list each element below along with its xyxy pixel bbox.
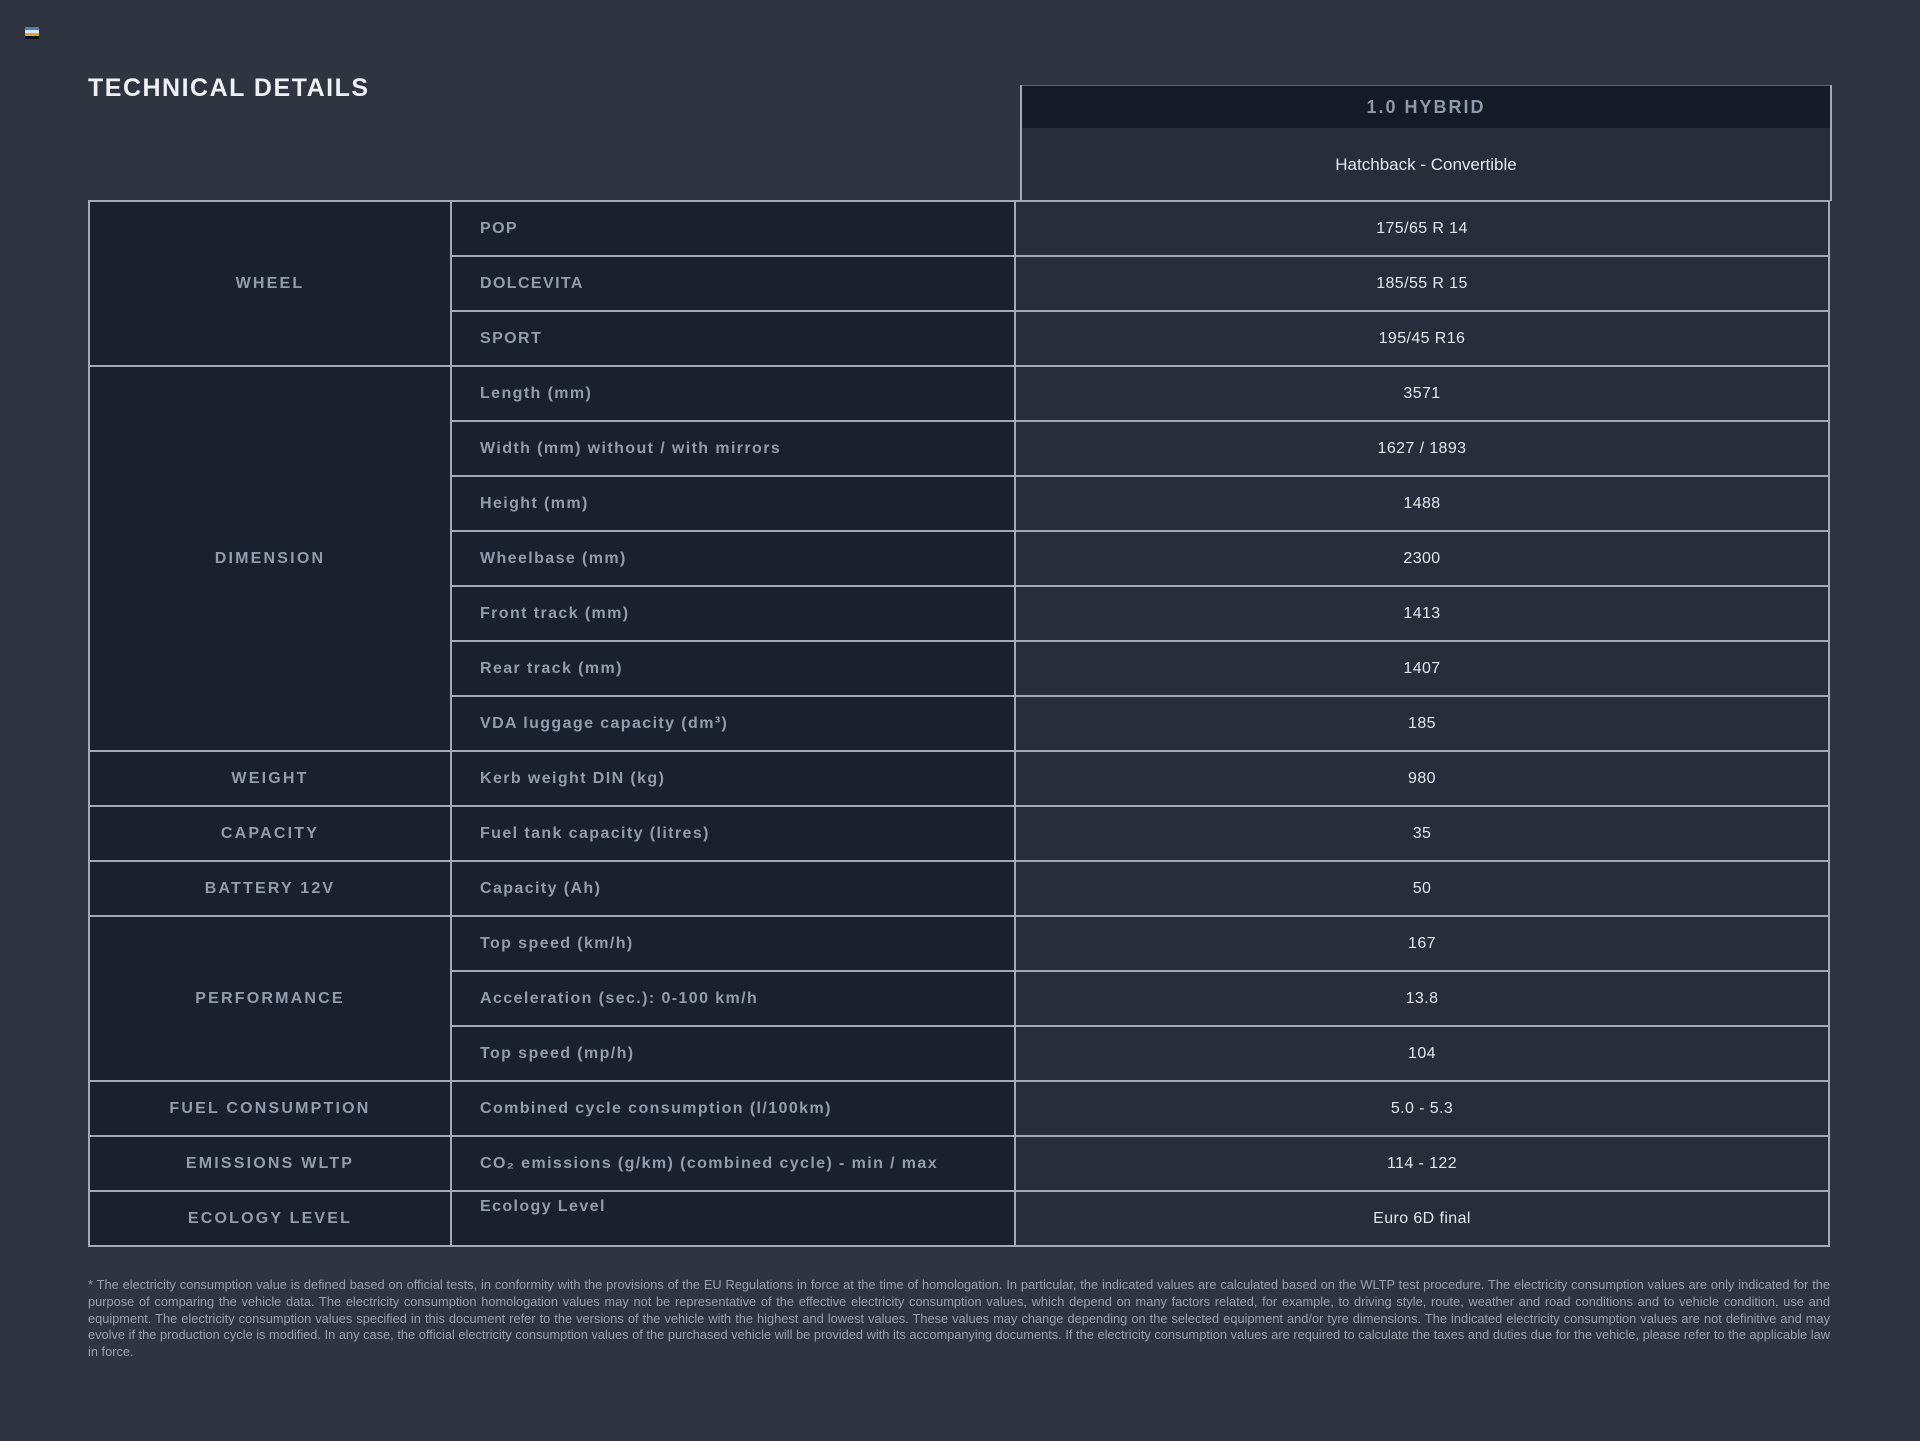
table-row: Rear track (mm) 1407 (452, 640, 1828, 695)
spec-label-cell: Capacity (Ah) (452, 862, 1016, 915)
spec-group: WHEEL POP 175/65 R 14 DOLCEVITA 185/55 R 15 S… (90, 202, 1828, 365)
flag-icon (25, 27, 39, 39)
spec-value-cell: 167 (1016, 917, 1828, 970)
table-row: Combined cycle consumption (l/100km) 5.0 … (452, 1082, 1828, 1135)
category-cell: WEIGHT (90, 752, 452, 805)
spec-value-cell: 5.0 - 5.3 (1016, 1082, 1828, 1135)
spec-table: WHEEL POP 175/65 R 14 DOLCEVITA 185/55 R 15 S… (88, 200, 1830, 1247)
spec-label-cell: Combined cycle consumption (l/100km) (452, 1082, 1016, 1135)
spec-group: DIMENSION Length (mm) 3571 Width (mm) witho… (90, 365, 1828, 750)
table-row: VDA luggage capacity (dm³) 185 (452, 695, 1828, 750)
table-row: Length (mm) 3571 (452, 367, 1828, 420)
table-row: Capacity (Ah) 50 (452, 862, 1828, 915)
flag-stripe (25, 33, 39, 36)
spec-label-cell: Length (mm) (452, 367, 1016, 420)
spec-value-cell: Euro 6D final (1016, 1192, 1828, 1245)
spec-value-cell: 13.8 (1016, 972, 1828, 1025)
spec-label-cell: Rear track (mm) (452, 642, 1016, 695)
spec-label-cell: CO₂ emissions (g/km) (combined cycle) - … (452, 1137, 1016, 1190)
spec-label-cell: Width (mm) without / with mirrors (452, 422, 1016, 475)
spec-label-cell: Acceleration (sec.): 0-100 km/h (452, 972, 1016, 1025)
flag-stripe (25, 36, 39, 39)
category-cell: PERFORMANCE (90, 917, 452, 1080)
flag-stripe (25, 30, 39, 33)
spec-value-cell: 50 (1016, 862, 1828, 915)
spec-value-cell: 114 - 122 (1016, 1137, 1828, 1190)
table-row: Wheelbase (mm) 2300 (452, 530, 1828, 585)
spec-value-cell: 1413 (1016, 587, 1828, 640)
spec-group: PERFORMANCE Top speed (km/h) 167 Accelerati… (90, 915, 1828, 1080)
spec-label-cell: Ecology Level (452, 1192, 1016, 1245)
spec-group: WEIGHT Kerb weight DIN (kg) 980 (90, 750, 1828, 805)
engine-header: 1.0 HYBRID (1022, 85, 1830, 128)
category-cell: DIMENSION (90, 367, 452, 750)
spec-group: CAPACITY Fuel tank capacity (litres) 35 (90, 805, 1828, 860)
category-cell: EMISSIONS WLTP (90, 1137, 452, 1190)
spec-label-cell: Kerb weight DIN (kg) (452, 752, 1016, 805)
spec-group: EMISSIONS WLTP CO₂ emissions (g/km) (comb… (90, 1135, 1828, 1190)
spec-label-cell: Top speed (mp/h) (452, 1027, 1016, 1080)
spec-label-cell: Top speed (km/h) (452, 917, 1016, 970)
spec-value-cell: 1407 (1016, 642, 1828, 695)
table-row: Acceleration (sec.): 0-100 km/h 13.8 (452, 970, 1828, 1025)
table-row: Fuel tank capacity (litres) 35 (452, 807, 1828, 860)
spec-value-cell: 35 (1016, 807, 1828, 860)
spec-group: FUEL CONSUMPTION Combined cycle consumpti… (90, 1080, 1828, 1135)
spec-value-cell: 175/65 R 14 (1016, 202, 1828, 255)
spec-label-cell: Wheelbase (mm) (452, 532, 1016, 585)
table-row: DOLCEVITA 185/55 R 15 (452, 255, 1828, 310)
spec-label-cell: SPORT (452, 312, 1016, 365)
spec-group: ECOLOGY LEVEL Ecology Level Euro 6D final (90, 1190, 1828, 1245)
spec-value-cell: 104 (1016, 1027, 1828, 1080)
page-title: TECHNICAL DETAILS (88, 74, 370, 102)
body-style-label: Hatchback - Convertible (1022, 128, 1830, 201)
spec-value-cell: 1488 (1016, 477, 1828, 530)
table-row: SPORT 195/45 R16 (452, 310, 1828, 365)
spec-label-cell: POP (452, 202, 1016, 255)
spec-value-cell: 2300 (1016, 532, 1828, 585)
spec-label-cell: Front track (mm) (452, 587, 1016, 640)
table-row: Height (mm) 1488 (452, 475, 1828, 530)
spec-value-cell: 185/55 R 15 (1016, 257, 1828, 310)
table-row: Kerb weight DIN (kg) 980 (452, 752, 1828, 805)
spec-value-cell: 980 (1016, 752, 1828, 805)
category-cell: WHEEL (90, 202, 452, 365)
table-row: Ecology Level Euro 6D final (452, 1192, 1828, 1245)
spec-group: BATTERY 12V Capacity (Ah) 50 (90, 860, 1828, 915)
spec-value-cell: 3571 (1016, 367, 1828, 420)
spec-label-cell: DOLCEVITA (452, 257, 1016, 310)
category-cell: ECOLOGY LEVEL (90, 1192, 452, 1245)
variant-column-header: 1.0 HYBRID Hatchback - Convertible (1020, 85, 1832, 201)
table-row: Top speed (mp/h) 104 (452, 1025, 1828, 1080)
table-row: Top speed (km/h) 167 (452, 917, 1828, 970)
table-row: POP 175/65 R 14 (452, 202, 1828, 255)
spec-value-cell: 1627 / 1893 (1016, 422, 1828, 475)
table-row: CO₂ emissions (g/km) (combined cycle) - … (452, 1137, 1828, 1190)
table-row: Front track (mm) 1413 (452, 585, 1828, 640)
category-cell: CAPACITY (90, 807, 452, 860)
spec-label-cell: Fuel tank capacity (litres) (452, 807, 1016, 860)
flag-stripe (25, 27, 39, 30)
footnote: * The electricity consumption value is d… (88, 1277, 1830, 1360)
category-cell: FUEL CONSUMPTION (90, 1082, 452, 1135)
spec-label-cell: Height (mm) (452, 477, 1016, 530)
spec-value-cell: 185 (1016, 697, 1828, 750)
spec-label-cell: VDA luggage capacity (dm³) (452, 697, 1016, 750)
category-cell: BATTERY 12V (90, 862, 452, 915)
spec-value-cell: 195/45 R16 (1016, 312, 1828, 365)
table-row: Width (mm) without / with mirrors 1627 / … (452, 420, 1828, 475)
